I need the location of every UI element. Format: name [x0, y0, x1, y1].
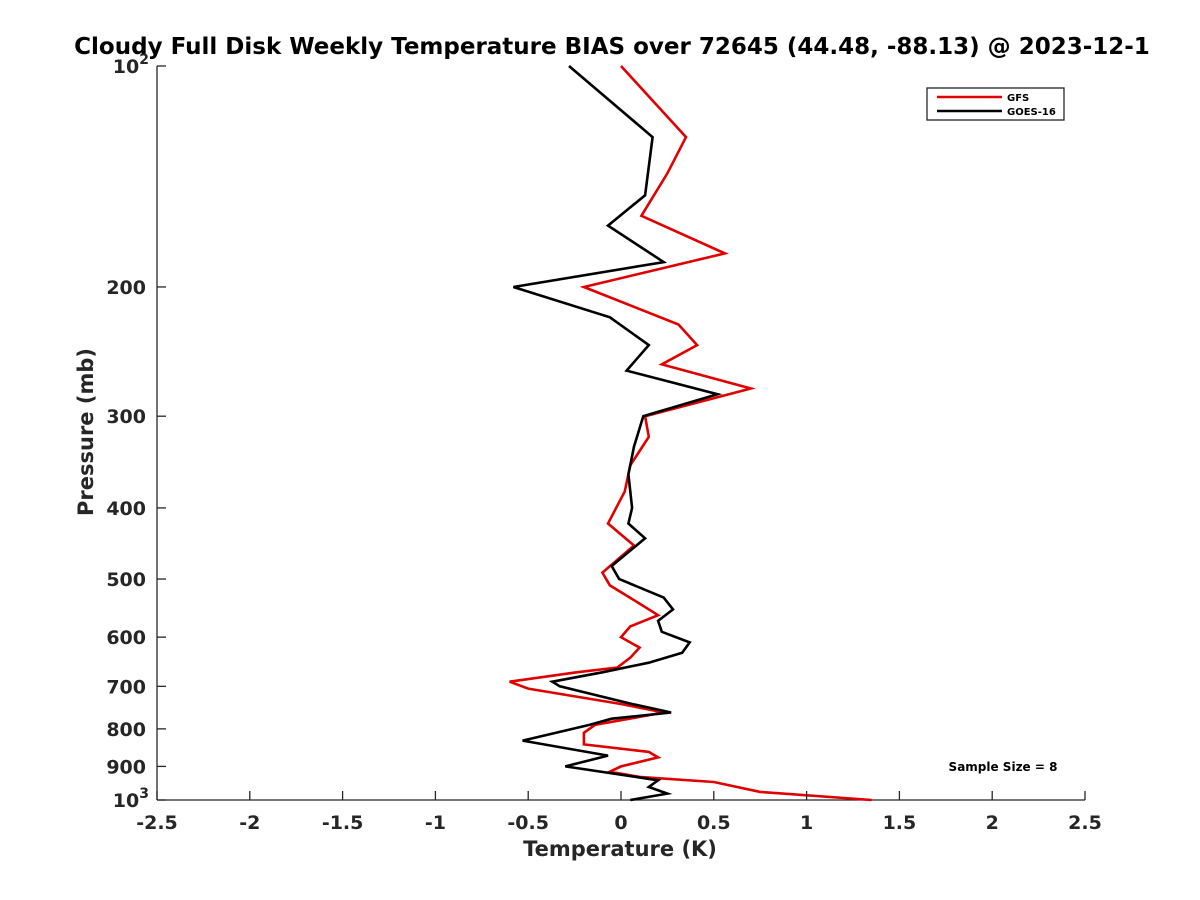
y-axis-label: Pressure (mb)	[74, 348, 98, 516]
x-tick-label: 2	[986, 812, 999, 834]
x-tick-label: 2.5	[1068, 812, 1102, 834]
sample-size-annotation: Sample Size = 8	[949, 760, 1058, 774]
series-lines	[509, 65, 872, 802]
x-tick-label: 1	[800, 812, 813, 834]
y-tick-label: 500	[106, 569, 146, 591]
x-tick-label: 0.5	[697, 812, 731, 834]
y-tick-label: 300	[106, 406, 146, 428]
y-tick-label: 102	[113, 52, 149, 78]
x-axis: -2.5 -2 -1.5 -1 -0.5 0 0.5 1 1.5 2 2.5	[136, 791, 1102, 834]
x-axis-label: Temperature (K)	[523, 837, 717, 861]
y-tick-label: 700	[106, 676, 146, 698]
y-tick-label: 600	[106, 627, 146, 649]
y-tick-label: 200	[106, 277, 146, 299]
chart-title: Cloudy Full Disk Weekly Temperature BIAS…	[74, 34, 1150, 60]
y-tick-label: 103	[113, 786, 149, 812]
x-tick-label: -1.5	[322, 812, 364, 834]
x-tick-label: -1	[425, 812, 446, 834]
legend-entry: GOES-16	[1007, 107, 1056, 118]
y-tick-label: 400	[106, 498, 146, 520]
x-tick-label: 1.5	[883, 812, 917, 834]
series-line-gfs	[509, 65, 872, 802]
x-tick-label: -2.5	[136, 812, 178, 834]
plot-area	[156, 66, 1085, 801]
legend-entry: GFS	[1007, 93, 1029, 104]
legend: GFS GOES-16	[926, 87, 1065, 121]
x-tick-label: 0	[614, 812, 627, 834]
y-tick-label: 900	[106, 756, 146, 778]
y-tick-label: 800	[106, 719, 146, 741]
y-axis: 102 200 300 400 500 600 700 800 900 103	[106, 52, 166, 812]
x-tick-label: -0.5	[507, 812, 549, 834]
series-line-goes-16	[513, 65, 723, 802]
legend-box	[926, 87, 1065, 121]
x-tick-label: -2	[239, 812, 260, 834]
